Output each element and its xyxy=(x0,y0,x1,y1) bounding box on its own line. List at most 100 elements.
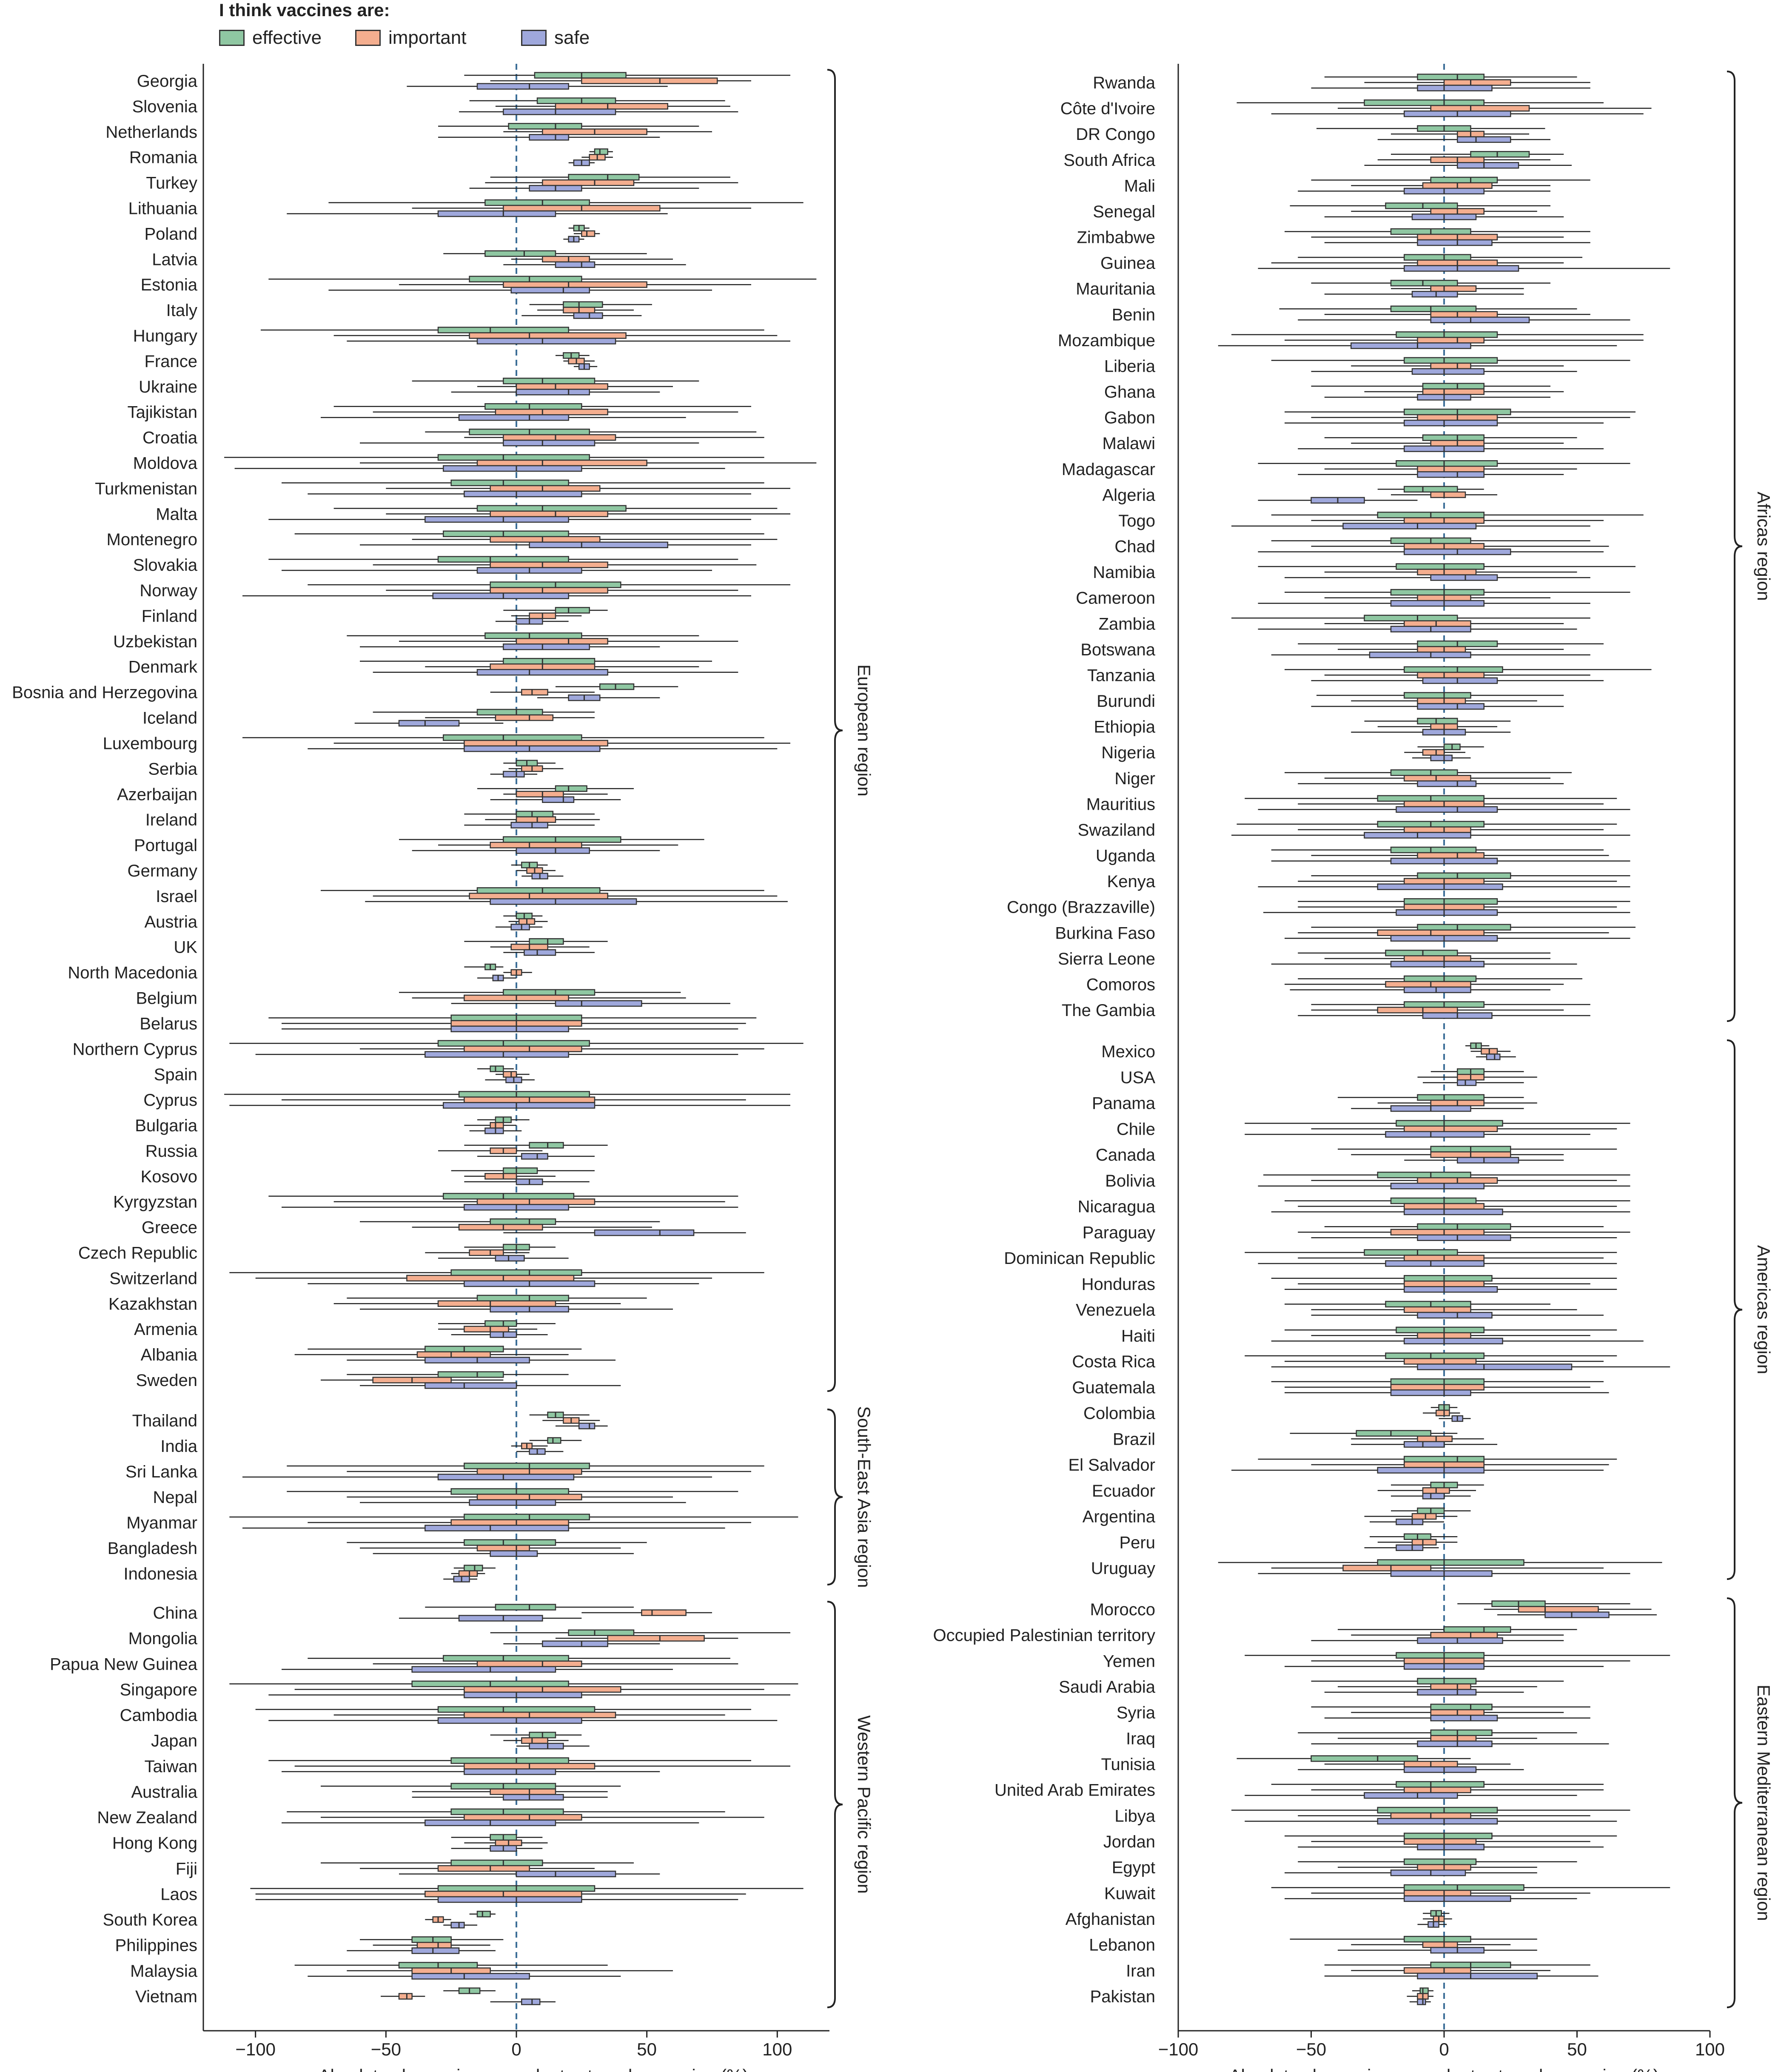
row-cambodia: Cambodia xyxy=(120,1706,778,1725)
country-label: Hungary xyxy=(133,327,197,345)
country-label: Switzerland xyxy=(109,1269,197,1288)
box-important xyxy=(1311,1332,1590,1339)
iqr-box xyxy=(1385,1131,1485,1138)
iqr-box xyxy=(1404,692,1471,699)
box-important xyxy=(425,663,699,670)
iqr-box xyxy=(1430,1631,1498,1639)
country-label: Greece xyxy=(142,1218,197,1237)
iqr-box xyxy=(469,893,608,899)
iqr-box xyxy=(1430,362,1471,370)
box-important xyxy=(1351,1941,1511,1948)
box-important xyxy=(1311,1657,1630,1665)
panel-2: −100 −50 0 50 100 Absolute change in responde… xyxy=(933,64,1774,2072)
row-mali: Mali xyxy=(1124,176,1590,195)
row-hungary: Hungary xyxy=(133,327,790,345)
box-important xyxy=(1377,157,1550,163)
box-important xyxy=(1324,672,1590,679)
country-label: Afghanistan xyxy=(1066,1910,1155,1929)
row-lebanon: Lebanon xyxy=(1089,1936,1537,1955)
row-czech-republic: Czech Republic xyxy=(78,1244,569,1262)
country-label: Serbia xyxy=(148,760,197,778)
row-austria: Austria xyxy=(145,913,548,931)
box-important xyxy=(333,1300,621,1307)
box-safe xyxy=(1324,213,1564,220)
iqr-box xyxy=(1404,1441,1445,1448)
box-important xyxy=(373,408,738,416)
iqr-box xyxy=(1404,1275,1493,1282)
iqr-box xyxy=(464,1045,582,1053)
region-bracket xyxy=(1727,71,1743,1022)
region-bracket xyxy=(827,1601,843,2008)
iqr-box xyxy=(1396,1326,1485,1333)
row-usa: USA xyxy=(1120,1068,1537,1087)
country-label: Comoros xyxy=(1086,975,1155,994)
iqr-box xyxy=(450,1025,569,1033)
iqr-box xyxy=(469,1249,504,1256)
region-bracket xyxy=(1727,1597,1743,2008)
country-label: Botswana xyxy=(1080,640,1155,659)
box-important xyxy=(1404,749,1465,756)
row-el-salvador: El Salvador xyxy=(1068,1456,1617,1474)
box-important xyxy=(412,1788,608,1795)
iqr-box xyxy=(1417,1998,1426,2005)
iqr-box xyxy=(542,796,575,803)
row-germany: Germany xyxy=(128,862,564,880)
country-label: Philippines xyxy=(115,1936,197,1955)
box-important xyxy=(1351,362,1564,370)
box-effective xyxy=(477,1116,530,1123)
box-effective xyxy=(451,1834,543,1841)
iqr-box xyxy=(1430,316,1530,323)
row-guinea: Guinea xyxy=(1100,254,1670,273)
iqr-box xyxy=(1396,563,1485,570)
iqr-box xyxy=(495,1255,525,1262)
box-important xyxy=(503,128,712,135)
box-important xyxy=(1407,1993,1433,2000)
country-label: Myanmar xyxy=(126,1514,197,1532)
row-kyrgyzstan: Kyrgyzstan xyxy=(113,1193,738,1212)
iqr-box xyxy=(1417,337,1485,344)
box-safe xyxy=(568,159,595,166)
iqr-box xyxy=(490,536,601,543)
row-azerbaijan: Azerbaijan xyxy=(117,785,634,804)
iqr-box xyxy=(510,822,548,828)
row-kenya: Kenya xyxy=(1107,872,1630,891)
legend-swatch-effective xyxy=(219,30,245,46)
box-safe xyxy=(490,1998,556,2005)
iqr-box xyxy=(1422,388,1485,395)
country-label: Fiji xyxy=(176,1859,197,1878)
iqr-box xyxy=(555,261,596,268)
box-effective xyxy=(268,556,738,563)
box-effective xyxy=(1298,254,1582,261)
box-important xyxy=(1298,1255,1604,1261)
box-effective xyxy=(1285,1301,1550,1308)
iqr-box xyxy=(508,123,582,130)
box-important xyxy=(1271,1565,1604,1571)
box-safe xyxy=(438,1255,569,1262)
country-label: Peru xyxy=(1120,1533,1156,1552)
box-effective xyxy=(1285,1326,1617,1333)
country-label: Vietnam xyxy=(135,1987,197,2006)
box-important xyxy=(1271,259,1564,266)
box-safe xyxy=(1290,986,1550,993)
row-iran: Iran xyxy=(1126,1961,1598,1980)
iqr-box xyxy=(443,1193,575,1200)
legend-label-effective: effective xyxy=(252,27,322,48)
box-safe xyxy=(1285,419,1604,427)
box-important xyxy=(282,1096,746,1103)
box-important xyxy=(308,1519,751,1526)
box-effective xyxy=(1285,769,1572,776)
box-safe xyxy=(308,490,751,498)
box-important xyxy=(1311,1461,1609,1468)
box-safe xyxy=(1231,1467,1604,1474)
box-important xyxy=(1423,1409,1460,1417)
box-effective xyxy=(1271,1781,1604,1788)
box-safe xyxy=(1258,1570,1630,1577)
iqr-box xyxy=(516,847,590,854)
box-effective xyxy=(453,1565,496,1571)
iqr-box xyxy=(1404,1456,1485,1463)
box-effective xyxy=(589,148,613,155)
row-yemen: Yemen xyxy=(1103,1652,1670,1671)
box-important xyxy=(464,1839,548,1846)
country-label: Armenia xyxy=(134,1320,198,1339)
